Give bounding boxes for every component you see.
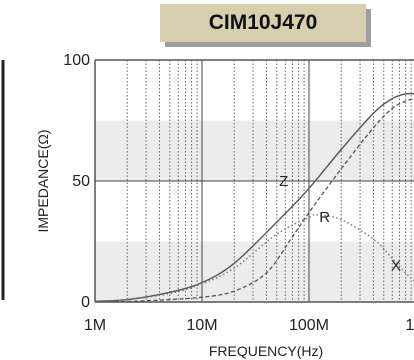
chart-title: CIM10J470: [208, 11, 318, 34]
series-label-r: R: [319, 209, 330, 226]
x-axis-label: FREQUENCY(Hz): [209, 343, 323, 359]
series-curves: [95, 92, 414, 302]
background-bands: [95, 60, 414, 302]
y-axis-label: IMPEDANCE(Ω): [35, 129, 51, 232]
x-tick-labels: 1M 10M 100M 1G: [84, 317, 414, 334]
grid-lines: [95, 60, 414, 302]
series-labels: Z R X: [279, 173, 401, 275]
band-0: [95, 60, 414, 121]
band-1: [95, 120, 414, 181]
x-tick-label: 100M: [289, 317, 329, 334]
series-line-r: [95, 98, 414, 302]
y-tick-label: 100: [63, 52, 90, 69]
series-line-z: [95, 92, 414, 302]
x-tick-label: 1G: [405, 317, 414, 334]
band-3: [95, 241, 414, 302]
band-2: [95, 181, 414, 242]
x-tick-label: 10M: [186, 317, 217, 334]
series-label-z: Z: [279, 173, 288, 190]
chart-title-box: CIM10J470: [160, 4, 366, 42]
y-tick-label: 0: [81, 294, 90, 311]
x-tick-label: 1M: [84, 317, 106, 334]
series-label-x: X: [391, 258, 401, 275]
y-tick-label: 50: [72, 173, 90, 190]
y-tick-labels: 0 50 100: [63, 52, 90, 311]
